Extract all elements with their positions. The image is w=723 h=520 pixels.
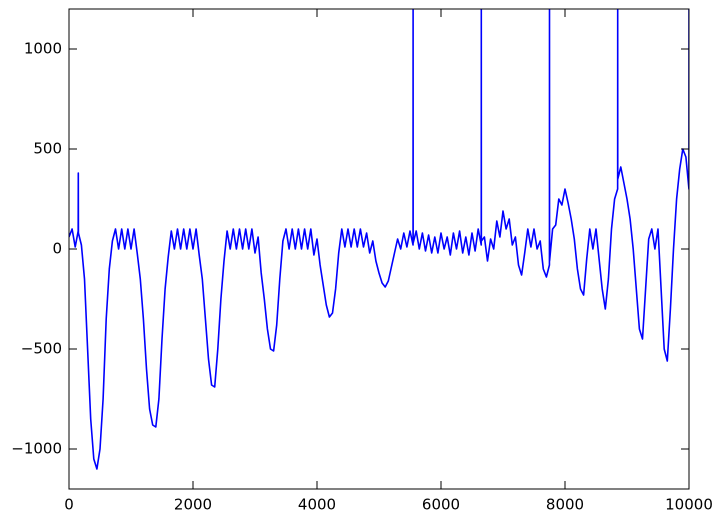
x-tick-label: 4000 bbox=[298, 496, 336, 514]
x-tick-label: 0 bbox=[64, 496, 74, 514]
plot-frame bbox=[68, 8, 690, 490]
x-tick-label: 8000 bbox=[546, 496, 584, 514]
y-tick-label: 500 bbox=[33, 140, 62, 158]
x-tick-label: 10000 bbox=[665, 496, 713, 514]
y-tick-label: −500 bbox=[21, 340, 62, 358]
x-tick-label: 6000 bbox=[422, 496, 460, 514]
x-tick-label: 2000 bbox=[174, 496, 212, 514]
y-tick-label: 0 bbox=[52, 240, 62, 258]
data-line bbox=[69, 9, 689, 470]
y-tick-label: −1000 bbox=[11, 440, 62, 458]
y-tick-label: 1000 bbox=[24, 40, 62, 58]
